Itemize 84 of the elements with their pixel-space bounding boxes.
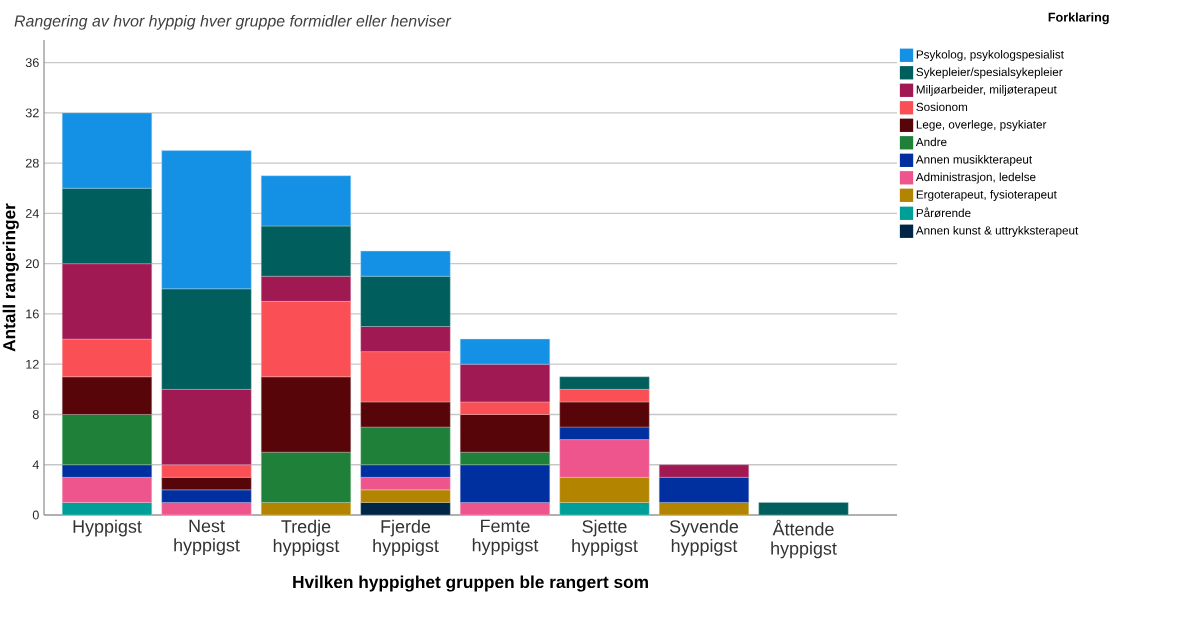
bar bbox=[360, 351, 451, 403]
chart-title: Rangering av hvor hyppig hver gruppe formidler eller henviser bbox=[14, 14, 452, 30]
legend-label: Sykepleier/spesialsykepleier bbox=[916, 67, 1063, 79]
y-tick-label: 16 bbox=[26, 309, 39, 319]
bar bbox=[360, 502, 451, 516]
y-tick-label: 36 bbox=[25, 58, 39, 68]
bar bbox=[360, 401, 451, 428]
y-tick-label: 0 bbox=[32, 510, 39, 520]
x-tick-label: Åttende hyppigst bbox=[771, 519, 837, 559]
bar bbox=[161, 150, 252, 290]
legend-label: Annen musikkterapeut bbox=[915, 155, 1033, 166]
bar bbox=[559, 502, 650, 516]
y-tick-label: 20 bbox=[25, 259, 39, 269]
legend-label: Annen kunst & uttrykksterapeut bbox=[915, 226, 1079, 237]
legend-label: Psykolog, psykologspesialist bbox=[916, 50, 1064, 61]
bar bbox=[659, 464, 749, 478]
bar bbox=[62, 376, 152, 415]
bar bbox=[62, 338, 152, 377]
bar bbox=[161, 489, 252, 503]
x-tick-label: Hyppigst bbox=[73, 519, 142, 537]
bar bbox=[559, 389, 650, 403]
bar bbox=[460, 338, 550, 365]
bar bbox=[62, 414, 152, 465]
bar bbox=[62, 112, 152, 189]
bar bbox=[261, 301, 351, 377]
y-axis-title: Antall rangeringer bbox=[2, 203, 19, 352]
legend-title: Forklaring bbox=[1048, 12, 1109, 25]
bar bbox=[460, 364, 550, 403]
bar bbox=[161, 389, 252, 465]
bar bbox=[62, 502, 152, 516]
y-tick-label: 8 bbox=[32, 410, 39, 419]
bar bbox=[161, 464, 252, 478]
bar bbox=[659, 477, 749, 503]
bar bbox=[460, 464, 550, 503]
y-tick-label: 32 bbox=[25, 108, 39, 118]
bar bbox=[261, 451, 351, 503]
bar bbox=[360, 250, 451, 277]
bar bbox=[360, 276, 451, 327]
legend-label: Miljøarbeider, miljøterapeut bbox=[916, 85, 1057, 96]
x-tick-label: Sjette hyppigst bbox=[572, 519, 638, 556]
bar bbox=[360, 464, 451, 478]
y-tick-label: 24 bbox=[25, 209, 39, 218]
y-tick-label: 28 bbox=[25, 158, 39, 168]
bar bbox=[261, 225, 351, 277]
bar bbox=[559, 401, 650, 428]
bar bbox=[62, 477, 152, 503]
bar bbox=[161, 477, 252, 491]
bar bbox=[460, 451, 550, 465]
x-tick-label: Nest hyppigst bbox=[174, 519, 240, 556]
y-tick-label: 4 bbox=[32, 460, 39, 470]
bar bbox=[559, 439, 650, 478]
bar bbox=[758, 502, 849, 516]
bar bbox=[559, 426, 650, 440]
bar bbox=[559, 376, 650, 390]
x-tick-label: Femte hyppigst bbox=[472, 519, 539, 556]
legend-label: Pårørende bbox=[916, 207, 971, 218]
bar bbox=[460, 502, 550, 516]
x-tick-label: Fjerde hyppigst bbox=[373, 519, 439, 556]
x-tick-label: Syvende hyppigst bbox=[669, 519, 739, 556]
bar bbox=[261, 376, 351, 453]
bar bbox=[360, 326, 451, 352]
bar bbox=[161, 288, 252, 390]
bar bbox=[360, 489, 451, 503]
bar bbox=[261, 502, 351, 516]
legend-label: Administrasjon, ledelse bbox=[915, 172, 1036, 184]
bar bbox=[62, 188, 152, 264]
bar bbox=[360, 426, 451, 465]
bar bbox=[261, 276, 351, 302]
y-tick-label: 12 bbox=[26, 359, 39, 369]
bar bbox=[161, 502, 252, 516]
legend-label: Sosionom bbox=[916, 102, 968, 112]
legend-label: Ergoterapeut, fysioterapeut bbox=[916, 190, 1057, 201]
legend-label: Andre bbox=[915, 137, 947, 147]
legend-label: Lege, overlege, psykiater bbox=[916, 120, 1047, 131]
bar bbox=[62, 464, 152, 478]
bar bbox=[559, 477, 650, 503]
bar bbox=[261, 175, 351, 227]
bar bbox=[360, 477, 451, 491]
x-tick-label: Tredje hyppigst bbox=[273, 519, 340, 556]
bar bbox=[460, 401, 550, 415]
bar bbox=[62, 263, 152, 340]
bar bbox=[460, 414, 550, 453]
x-axis-title: Hvilken hyppighet gruppen ble rangert som bbox=[293, 575, 648, 592]
bar bbox=[659, 502, 749, 516]
